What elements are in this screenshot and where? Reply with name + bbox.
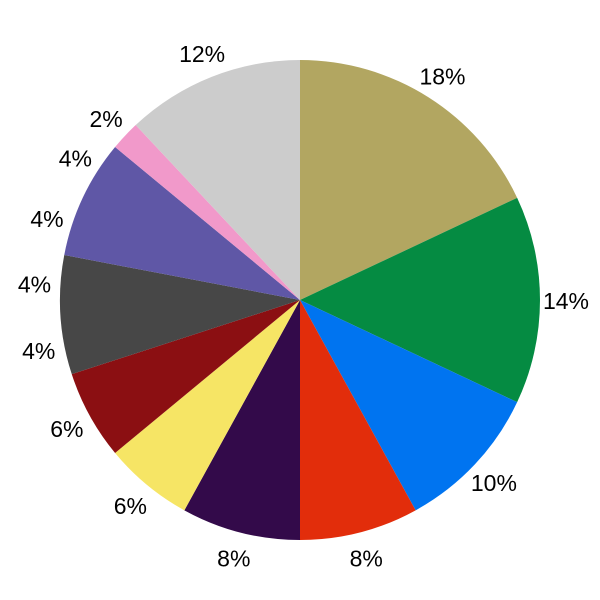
svg-text:14%: 14% [543,288,589,314]
svg-text:4%: 4% [30,206,63,232]
svg-text:2%: 2% [89,106,122,132]
svg-text:12%: 12% [179,41,225,67]
svg-text:6%: 6% [114,493,147,519]
svg-text:18%: 18% [419,63,465,89]
svg-text:4%: 4% [22,338,55,364]
svg-text:4%: 4% [18,271,51,297]
svg-text:4%: 4% [59,146,92,172]
svg-text:8%: 8% [217,546,250,572]
svg-text:10%: 10% [471,470,517,496]
svg-text:8%: 8% [350,546,383,572]
svg-text:6%: 6% [50,416,83,442]
